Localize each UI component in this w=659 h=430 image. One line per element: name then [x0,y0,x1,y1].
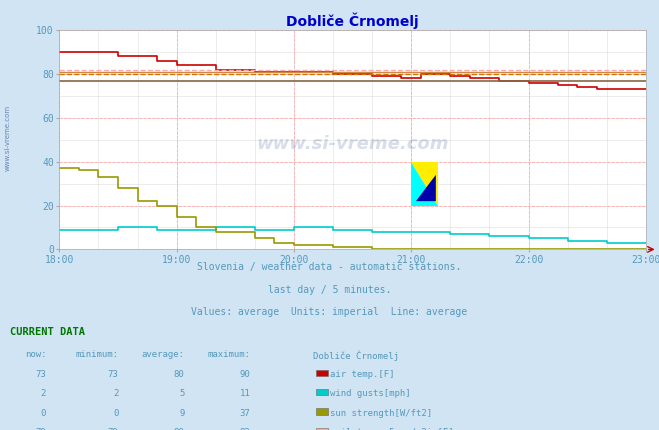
Text: 2: 2 [113,389,119,398]
Text: 2: 2 [41,389,46,398]
Text: CURRENT DATA: CURRENT DATA [10,327,85,337]
Text: maximum:: maximum: [208,350,250,359]
Text: Values: average  Units: imperial  Line: average: Values: average Units: imperial Line: av… [191,307,468,317]
Text: air temp.[F]: air temp.[F] [330,370,394,379]
Text: soil temp. 5cm / 2in[F]: soil temp. 5cm / 2in[F] [330,428,453,430]
Text: 82: 82 [240,428,250,430]
Text: average:: average: [142,350,185,359]
Text: 11: 11 [240,389,250,398]
Title: Dobliče Črnomelj: Dobliče Črnomelj [286,12,419,29]
Text: 90: 90 [240,370,250,379]
Polygon shape [411,162,438,206]
Polygon shape [411,162,438,206]
Text: www.si-vreme.com: www.si-vreme.com [256,135,449,153]
Text: 0: 0 [113,408,119,418]
Text: 73: 73 [36,370,46,379]
Text: 73: 73 [108,370,119,379]
Text: Dobliče Črnomelj: Dobliče Črnomelj [313,350,399,361]
Text: sun strength[W/ft2]: sun strength[W/ft2] [330,408,432,418]
Text: 37: 37 [240,408,250,418]
Text: 79: 79 [108,428,119,430]
Text: 0: 0 [41,408,46,418]
Text: wind gusts[mph]: wind gusts[mph] [330,389,410,398]
Text: www.si-vreme.com: www.si-vreme.com [5,104,11,171]
Text: 80: 80 [174,370,185,379]
Text: last day / 5 minutes.: last day / 5 minutes. [268,285,391,295]
Text: now:: now: [24,350,46,359]
Text: 9: 9 [179,408,185,418]
Text: 5: 5 [179,389,185,398]
Text: Slovenia / weather data - automatic stations.: Slovenia / weather data - automatic stat… [197,262,462,272]
Text: 80: 80 [174,428,185,430]
Polygon shape [416,175,436,201]
Text: 79: 79 [36,428,46,430]
Text: minimum:: minimum: [76,350,119,359]
